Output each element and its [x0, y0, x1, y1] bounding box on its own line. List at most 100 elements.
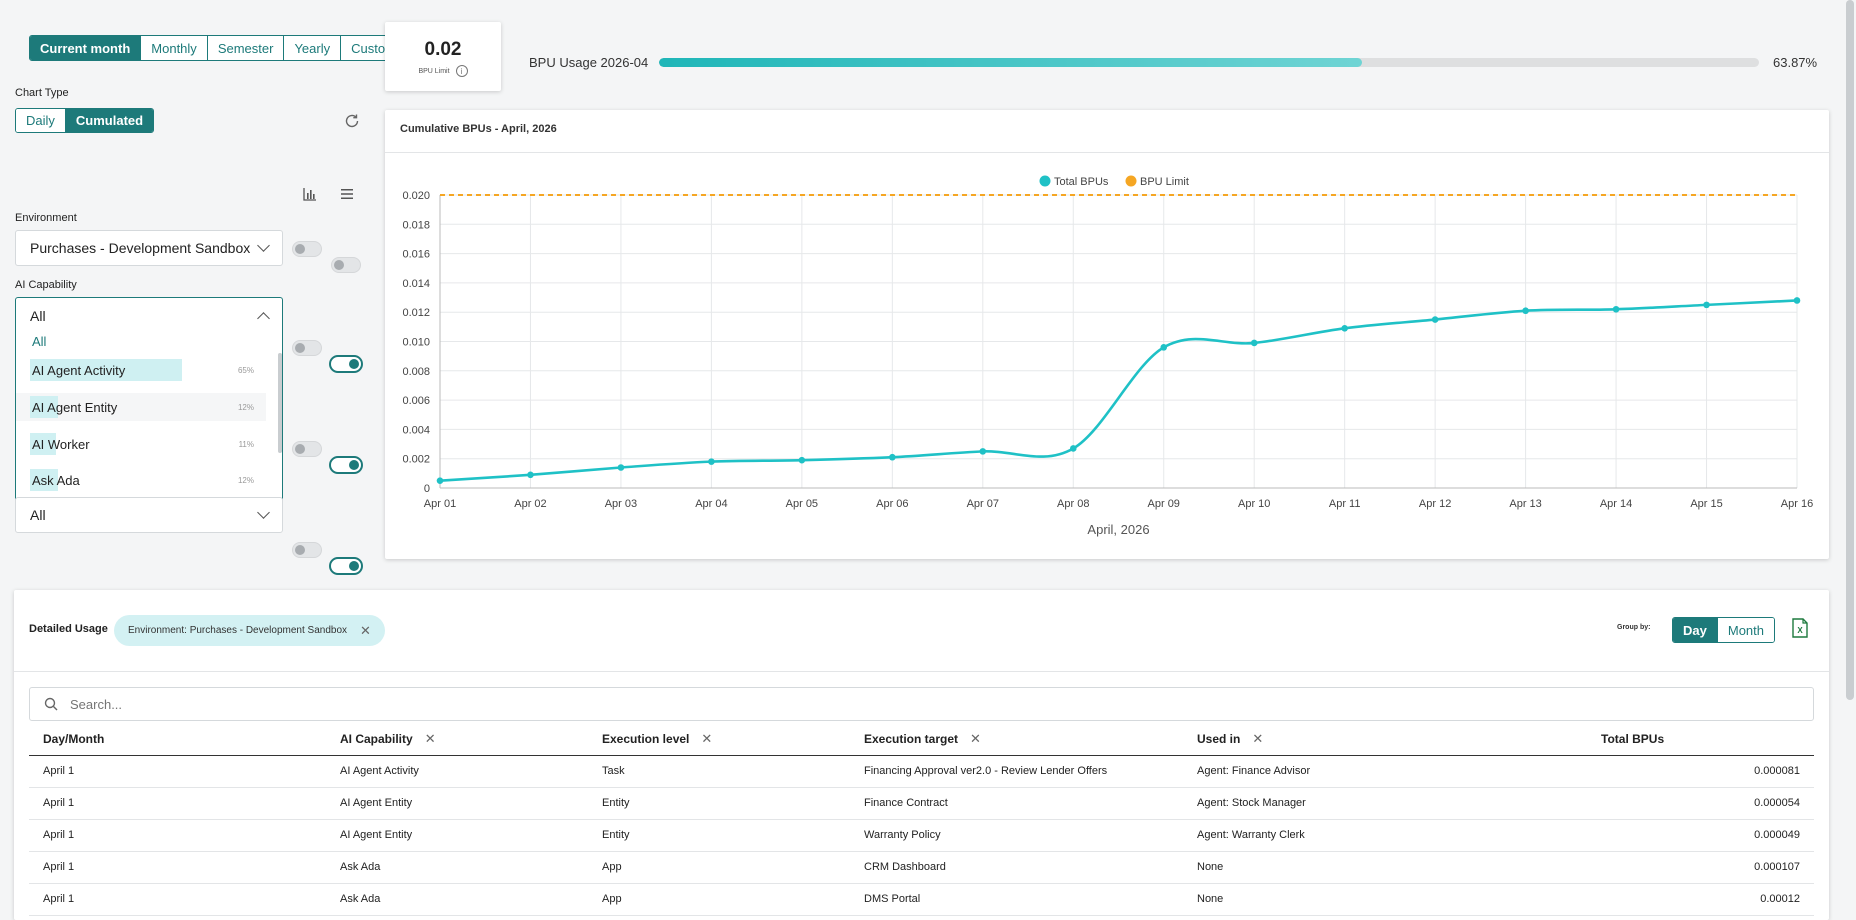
- dropdown-item-ask-ada[interactable]: Ask Ada 12%: [16, 466, 266, 494]
- table-row[interactable]: April 1 AI Agent Entity Entity Warranty Pol…: [29, 819, 1814, 852]
- group-by-label: Group by:: [1617, 624, 1651, 631]
- col-day-month[interactable]: Day/Month: [29, 723, 326, 756]
- remove-column-icon[interactable]: ✕: [701, 730, 713, 746]
- dropdown-item-ai-agent-activity[interactable]: AI Agent Activity 65%: [16, 356, 266, 384]
- data-point: [436, 477, 444, 484]
- search-box[interactable]: [29, 687, 1814, 721]
- col-used-in[interactable]: Used in ✕: [1183, 723, 1587, 756]
- capability-select[interactable]: All: [15, 297, 283, 333]
- bpu-limit-label: BPU Limit: [418, 67, 450, 75]
- data-point: [708, 458, 715, 465]
- x-tick-label: Apr 01: [424, 498, 456, 510]
- dropdown-item-share-bar: [30, 359, 182, 381]
- x-tick-label: Apr 09: [1148, 498, 1180, 510]
- y-tick-label: 0.002: [402, 454, 430, 466]
- period-monthly[interactable]: Monthly: [140, 36, 207, 60]
- col-total-bpus[interactable]: Total BPUs: [1587, 723, 1814, 756]
- environment-filter-chip: Environment: Purchases - Development San…: [114, 615, 385, 646]
- chip-close-icon[interactable]: ✕: [360, 622, 371, 638]
- capability-toggle-2[interactable]: [329, 355, 363, 373]
- search-icon: [44, 697, 58, 711]
- svg-text:X: X: [1797, 626, 1803, 635]
- period-yearly[interactable]: Yearly: [283, 36, 341, 60]
- col-ai-capability[interactable]: AI Capability ✕: [326, 723, 588, 756]
- data-point: [889, 453, 896, 461]
- chart-title: Cumulative BPUs - April, 2026: [400, 123, 557, 135]
- remove-column-icon[interactable]: ✕: [970, 730, 981, 746]
- period-selector: Current month Monthly Semester Yearly Cu…: [29, 35, 407, 61]
- data-point: [1431, 316, 1439, 323]
- col-execution-level[interactable]: Execution level ✕: [588, 723, 850, 756]
- data-point: [1522, 307, 1529, 315]
- group-by-selector: Day Month: [1672, 617, 1775, 643]
- chevron-up-icon: [257, 311, 270, 325]
- chevron-down-icon: [257, 506, 270, 519]
- detail-title: Detailed Usage: [29, 623, 108, 635]
- data-point: [617, 464, 625, 471]
- group-by-month[interactable]: Month: [1716, 618, 1774, 642]
- chip-label: Environment: Purchases - Development San…: [128, 625, 348, 636]
- data-point: [1793, 297, 1801, 304]
- filter-3-toggle-2[interactable]: [329, 456, 363, 474]
- x-tick-label: Apr 05: [786, 498, 818, 510]
- detail-table: Day/Month AI Capability ✕ Execution level…: [29, 723, 1814, 916]
- remove-column-icon[interactable]: ✕: [424, 730, 436, 746]
- dropdown-scrollbar[interactable]: [278, 353, 282, 453]
- dropdown-item-all[interactable]: All: [32, 333, 47, 349]
- environment-toggle-1[interactable]: [292, 241, 322, 257]
- excel-export-icon[interactable]: X: [1792, 618, 1808, 638]
- x-axis-label: April, 2026: [1087, 522, 1149, 537]
- filter-4-toggle-2[interactable]: [329, 557, 363, 575]
- chart-card: Cumulative BPUs - April, 2026 0 0.002 0.00…: [385, 110, 1829, 559]
- filter-4-toggle-1[interactable]: [292, 542, 322, 558]
- capability-toggle-1[interactable]: [292, 340, 322, 356]
- filter-5-select[interactable]: All: [15, 497, 283, 533]
- x-tick-label: Apr 13: [1509, 498, 1541, 510]
- x-tick-label: Apr 02: [514, 498, 546, 510]
- chevron-down-icon: [257, 239, 270, 252]
- environment-select[interactable]: Purchases - Development Sandbox: [15, 230, 283, 266]
- page-scrollbar[interactable]: [1846, 0, 1854, 700]
- period-semester[interactable]: Semester: [206, 36, 284, 60]
- table-row[interactable]: April 1 AI Agent Activity Task Financing Ap…: [29, 755, 1814, 788]
- dropdown-item-ai-agent-entity[interactable]: AI Agent Entity 12%: [16, 393, 266, 421]
- series-line-total-bpus: [439, 299, 1798, 482]
- search-input[interactable]: [68, 695, 968, 713]
- col-execution-target[interactable]: Execution target ✕: [850, 723, 1183, 756]
- environment-toggle-2[interactable]: [331, 257, 361, 273]
- y-tick-label: 0.020: [402, 190, 430, 202]
- capability-value: All: [30, 307, 46, 324]
- menu-icon[interactable]: [340, 187, 354, 201]
- data-point: [1250, 339, 1258, 347]
- y-tick-label: 0.014: [402, 278, 430, 290]
- legend-swatch: [1039, 175, 1051, 187]
- chart-type-label: Chart Type: [15, 87, 69, 99]
- usage-label: BPU Usage 2026-04: [529, 55, 649, 70]
- x-tick-label: Apr 08: [1057, 498, 1089, 510]
- remove-column-icon[interactable]: ✕: [1252, 730, 1264, 746]
- dropdown-item-ai-worker[interactable]: AI Worker 11%: [16, 430, 266, 458]
- chart-type-daily[interactable]: Daily: [16, 109, 65, 132]
- data-point: [1703, 301, 1710, 309]
- capability-dropdown: All AI Agent Activity 65% AI Agent Entit…: [15, 333, 283, 501]
- group-by-day[interactable]: Day: [1673, 618, 1717, 642]
- chart-type-cumulated[interactable]: Cumulated: [64, 109, 154, 132]
- x-tick-label: Apr 10: [1238, 498, 1270, 510]
- y-tick-label: 0.018: [402, 219, 430, 231]
- info-icon[interactable]: i: [455, 65, 468, 77]
- capability-label: AI Capability: [15, 279, 77, 291]
- legend-label: BPU Limit: [1140, 176, 1189, 188]
- table-row[interactable]: April 1 Ask Ada App DMS Portal None 0.00012: [29, 883, 1814, 916]
- data-point: [979, 448, 987, 455]
- y-tick-label: 0.016: [402, 249, 430, 261]
- x-tick-label: Apr 03: [605, 498, 637, 510]
- x-tick-label: Apr 04: [695, 498, 727, 510]
- refresh-icon[interactable]: [343, 112, 361, 130]
- table-row[interactable]: April 1 AI Agent Entity Entity Finance Cont…: [29, 787, 1814, 820]
- table-row[interactable]: April 1 Ask Ada App CRM Dashboard None 0.0001…: [29, 851, 1814, 884]
- bar-chart-icon[interactable]: [302, 186, 318, 202]
- y-tick-label: 0.006: [402, 395, 430, 407]
- filter-3-toggle-1[interactable]: [292, 441, 322, 457]
- period-current-month[interactable]: Current month: [30, 36, 141, 60]
- data-point: [1612, 305, 1620, 313]
